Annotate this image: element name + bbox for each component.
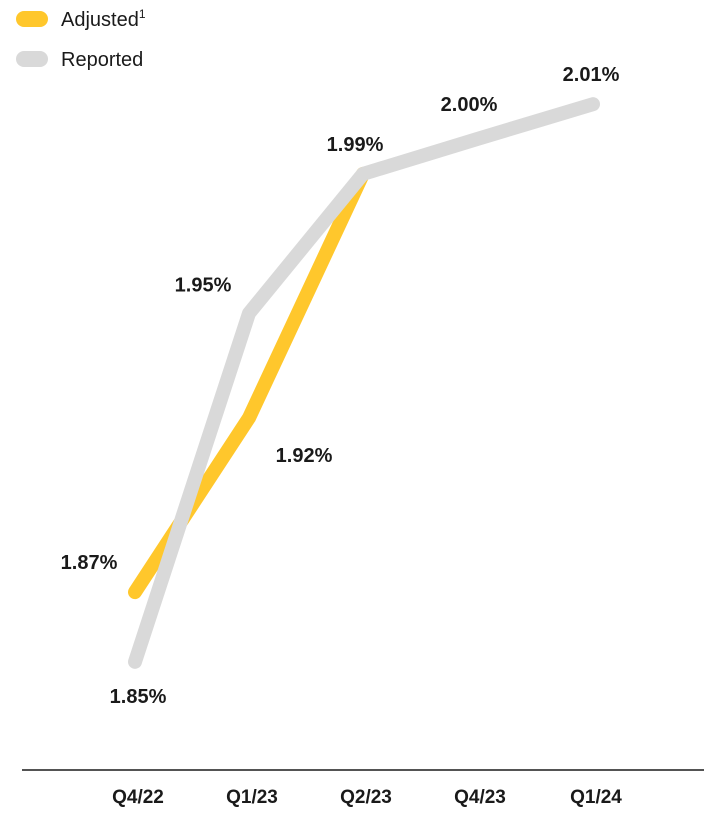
legend-footnote-marker: 1 bbox=[139, 7, 146, 21]
legend-label-adjusted: Adjusted1 bbox=[61, 7, 146, 31]
x-tick-label: Q4/22 bbox=[112, 787, 164, 808]
x-tick-label: Q2/23 bbox=[340, 787, 392, 808]
x-tick-label: Q1/23 bbox=[226, 787, 278, 808]
series-line-reported bbox=[128, 97, 600, 669]
series-line-adjusted bbox=[128, 166, 370, 600]
x-tick-label: Q1/24 bbox=[570, 787, 622, 808]
data-label-reported-q4-22: 1.85% bbox=[110, 686, 167, 708]
x-axis-ticks: Q4/22 Q1/23 Q2/23 Q4/23 Q1/24 bbox=[112, 787, 622, 808]
data-label-reported-q1-24: 2.01% bbox=[563, 64, 620, 86]
data-label-adjusted-q1-23: 1.92% bbox=[276, 445, 333, 467]
data-label-reported-q4-23: 2.00% bbox=[441, 94, 498, 116]
data-label-reported-q1-23: 1.95% bbox=[175, 274, 232, 296]
data-label-reported-q2-23: 1.99% bbox=[327, 134, 384, 156]
data-labels: 1.87% 1.92% 1.85% 1.95% 1.99% 2.00% 2.01% bbox=[61, 64, 620, 708]
x-tick-label: Q4/23 bbox=[454, 787, 506, 808]
legend-label-reported: Reported bbox=[61, 49, 143, 71]
series-lines bbox=[128, 97, 600, 669]
legend: Adjusted1 Reported bbox=[16, 7, 146, 71]
data-label-adjusted-q4-22: 1.87% bbox=[61, 552, 118, 574]
